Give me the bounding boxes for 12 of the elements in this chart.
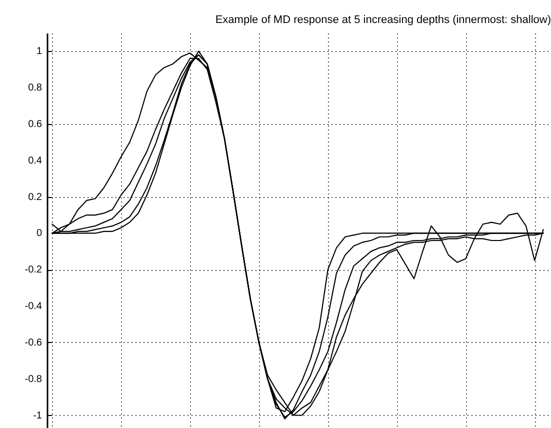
y-tick-label: 1 <box>36 46 42 58</box>
y-tick-label: 0.6 <box>28 119 42 130</box>
y-tick-label: -0.6 <box>24 337 42 348</box>
y-tick-label: -1 <box>33 410 42 422</box>
y-tick-label: -0.2 <box>24 264 42 276</box>
y-tick-label: 0 <box>36 228 42 240</box>
chart-title: Example of MD response at 5 increasing depths (innermost: shallow) <box>215 14 551 26</box>
y-tick-label: 0.2 <box>28 192 42 203</box>
y-tick-label: 0.8 <box>28 82 42 94</box>
y-tick-label: -0.4 <box>24 301 42 312</box>
y-tick-label: -0.8 <box>24 374 42 385</box>
y-tick-label: 0.4 <box>28 155 42 166</box>
